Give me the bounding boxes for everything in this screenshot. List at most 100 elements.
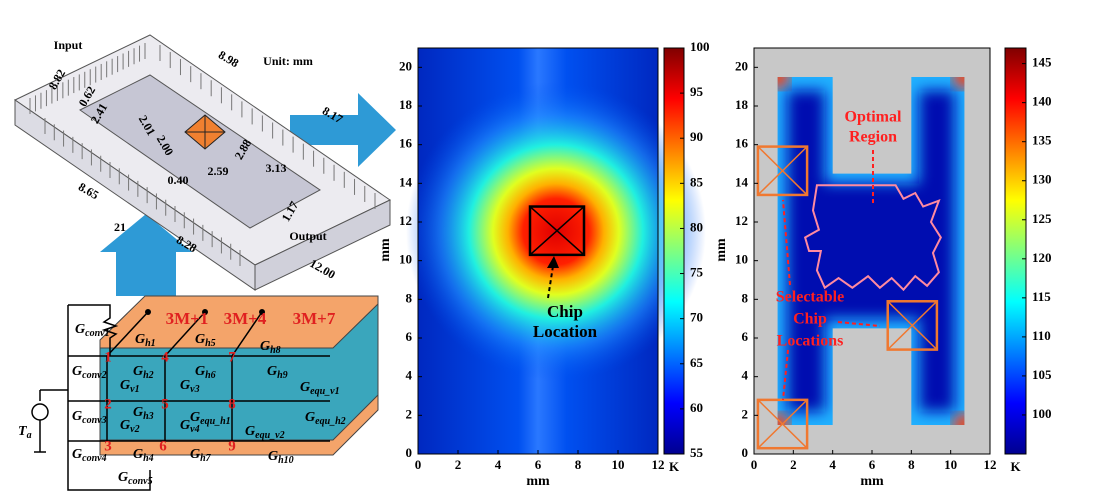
colorbar-tick-label: 80 (690, 219, 703, 234)
x-tick-label: 0 (751, 457, 758, 472)
y-tick-label: 8 (406, 290, 413, 305)
heatmap-field (754, 48, 990, 454)
conductance-label: Gv1 (120, 378, 140, 395)
colorbar-tick-label: 100 (1032, 406, 1052, 421)
conductance-label: Gv2 (120, 418, 140, 435)
conductance-label: Gconv1 (75, 322, 110, 339)
symbol: G (120, 418, 130, 433)
colorbar-tick-label: 90 (690, 129, 703, 144)
domain-core (787, 90, 955, 412)
circuit-diagram (31, 295, 379, 491)
chip-location (756, 145, 809, 197)
node-label: 8 (228, 396, 236, 412)
unit-label: Unit: mm (263, 54, 313, 68)
subscript: conv4 (82, 453, 106, 464)
conductance-label: Gconv2 (72, 364, 107, 381)
heatmap-field (406, 48, 706, 454)
subscript: h8 (270, 345, 281, 356)
node-group-label: 3M+1 (166, 309, 209, 328)
colorbar (1004, 47, 1027, 455)
subscript: h2 (143, 370, 154, 381)
symbol: G (180, 418, 190, 433)
symbol: G (267, 364, 277, 379)
subscript: h1 (145, 338, 156, 349)
colorbar-label: K (669, 459, 680, 474)
dimension-label: 8.65 (76, 180, 101, 203)
subscript: v1 (130, 384, 139, 395)
conductance-label: Gh5 (195, 332, 216, 349)
y-tick-label: 2 (742, 406, 749, 421)
symbol: G (195, 364, 205, 379)
y-tick-label: 14 (399, 174, 413, 189)
symbol: G (133, 447, 143, 462)
annotation: Optimal (845, 109, 902, 126)
y-tick-label: 4 (742, 368, 749, 383)
colorbar-tick-label: 105 (1032, 367, 1052, 382)
dimension-label: 21 (114, 220, 126, 234)
annotation: Chip (547, 302, 583, 321)
x-tick-label: 2 (455, 457, 462, 472)
subscript: equ_v1 (310, 386, 339, 397)
y-axis-label: mm (714, 238, 729, 262)
symbol: G (72, 364, 82, 379)
annotation: Region (849, 129, 897, 146)
annotation: Location (533, 322, 598, 341)
y-tick-label: 18 (735, 97, 749, 112)
symbol: G (190, 410, 200, 425)
node-group-label: 3M+7 (293, 309, 336, 328)
x-tick-label: 12 (984, 457, 997, 472)
symbol: G (195, 332, 205, 347)
dimension-label: 2.59 (208, 164, 229, 178)
conductance-label: Gh4 (133, 447, 154, 464)
hot-corner (777, 77, 790, 89)
hot-corner (777, 413, 790, 425)
arrow (290, 93, 396, 167)
y-tick-label: 20 (399, 58, 412, 73)
subscript: conv1 (85, 328, 109, 339)
subscript: conv3 (82, 415, 106, 426)
source-label: Ta (18, 424, 32, 441)
conductance-label: Gequ_v2 (245, 424, 285, 441)
annotation-arrowhead (547, 256, 559, 268)
subscript: h10 (278, 455, 294, 466)
chip (528, 205, 586, 257)
optimal-region (803, 184, 942, 292)
colorbar-label: K (1010, 459, 1021, 474)
symbol: G (120, 378, 130, 393)
symbol: G (75, 322, 85, 337)
subscript: v3 (190, 384, 199, 395)
conductance-label: Gconv4 (72, 447, 107, 464)
y-tick-label: 14 (735, 174, 749, 189)
chip-cross (757, 399, 808, 449)
x-tick-label: 6 (535, 457, 542, 472)
y-tick-label: 4 (406, 368, 413, 383)
colorbar-tick-label: 55 (690, 445, 704, 460)
y-tick-label: 8 (742, 290, 749, 305)
x-tick-label: 10 (612, 457, 625, 472)
colorbar-tick-label: 125 (1032, 211, 1052, 226)
conductance-label: Gv4 (180, 418, 200, 435)
colorbar (663, 47, 685, 455)
chip-cross (757, 146, 808, 196)
node-label: 3 (104, 438, 112, 454)
colorbar-tick-label: 145 (1032, 55, 1052, 70)
y-tick-label: 6 (742, 329, 749, 344)
output-label: Output (289, 229, 326, 243)
y-tick-label: 12 (399, 213, 412, 228)
dimension-label: 8.98 (216, 48, 241, 71)
x-tick-label: 2 (790, 457, 797, 472)
colorbar-tick-label: 75 (690, 265, 704, 280)
hot-corner (952, 77, 965, 89)
symbol: G (118, 470, 128, 485)
conductance-label: Gconv5 (118, 470, 153, 487)
annotation: Selectable (776, 289, 844, 306)
x-tick-label: 0 (415, 457, 422, 472)
subscript: v2 (130, 424, 139, 435)
node-label: 6 (159, 438, 167, 454)
subscript: equ_v2 (255, 430, 284, 441)
symbol: G (300, 380, 310, 395)
y-tick-label: 20 (735, 58, 748, 73)
dimension-label: 3.13 (266, 161, 287, 175)
dimension-label: 12.00 (307, 256, 337, 282)
